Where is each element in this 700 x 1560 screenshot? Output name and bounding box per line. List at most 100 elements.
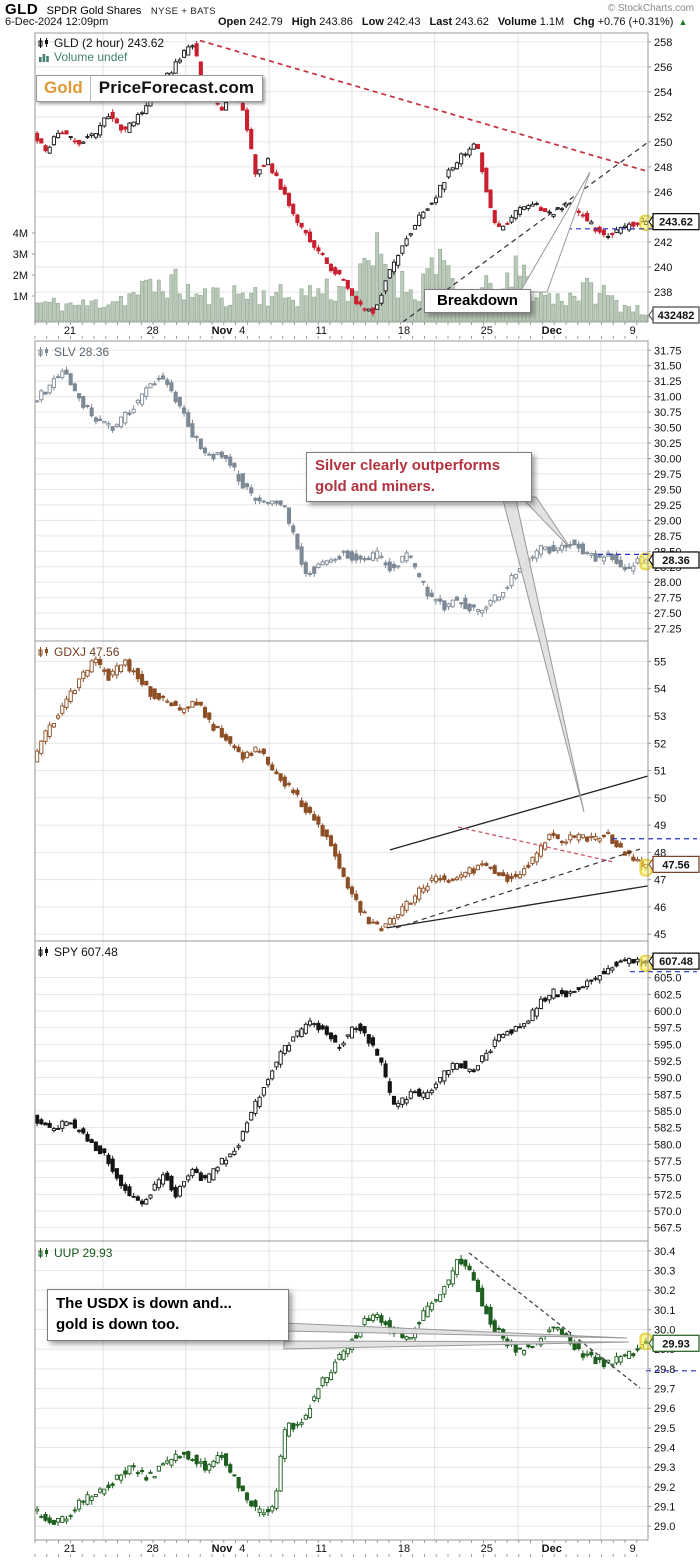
- candlestick-icon: [38, 646, 50, 658]
- svg-text:28: 28: [147, 1543, 159, 1555]
- svg-text:45: 45: [654, 929, 666, 941]
- logo-gold-text: Gold: [37, 76, 91, 101]
- header-title-row: GLD SPDR Gold Shares NYSE + BATS © Stock…: [0, 0, 700, 18]
- header-quote-row: 6-Dec-2024 12:09pm Open 242.79 High 243.86…: [0, 16, 700, 30]
- svg-text:4: 4: [239, 325, 245, 337]
- silver-outperforms-callout: Silver clearly outperforms gold and mine…: [306, 452, 532, 503]
- svg-text:21: 21: [64, 325, 76, 337]
- svg-text:29.3: 29.3: [654, 1462, 675, 1474]
- svg-text:21: 21: [64, 1543, 76, 1555]
- svg-text:567.5: 567.5: [654, 1223, 682, 1235]
- svg-text:432482: 432482: [658, 310, 695, 322]
- svg-text:240: 240: [654, 262, 672, 274]
- svg-text:30.75: 30.75: [654, 407, 682, 419]
- svg-text:29.5: 29.5: [654, 1423, 675, 1435]
- svg-text:31.25: 31.25: [654, 376, 682, 388]
- logo-priceforecast-text: PriceForecast.com: [98, 78, 255, 97]
- svg-text:572.5: 572.5: [654, 1189, 682, 1201]
- svg-text:4: 4: [239, 1543, 245, 1555]
- svg-text:9: 9: [630, 325, 636, 337]
- svg-text:11: 11: [316, 325, 327, 337]
- candlestick-icon: [38, 1247, 50, 1259]
- svg-text:30.25: 30.25: [654, 438, 682, 450]
- svg-text:30.4: 30.4: [654, 1246, 675, 1258]
- svg-text:9: 9: [630, 1543, 636, 1555]
- svg-text:254: 254: [654, 87, 672, 99]
- svg-text:31.75: 31.75: [654, 345, 682, 357]
- svg-text:590.0: 590.0: [654, 1073, 682, 1085]
- usdx-down-callout: The USDX is down and... gold is down too…: [47, 1289, 289, 1341]
- svg-text:27.50: 27.50: [654, 608, 682, 620]
- svg-text:252: 252: [654, 112, 672, 124]
- svg-text:587.5: 587.5: [654, 1089, 682, 1101]
- svg-text:27.75: 27.75: [654, 593, 682, 605]
- ticker-symbol: GLD: [5, 1, 39, 18]
- svg-text:11: 11: [316, 1543, 327, 1555]
- panel-label-gdxj: GDXJ 47.56: [38, 645, 119, 659]
- svg-text:49: 49: [654, 820, 666, 832]
- exchange-label: NYSE + BATS: [150, 6, 217, 17]
- svg-text:250: 250: [654, 137, 672, 149]
- svg-text:28.36: 28.36: [662, 555, 690, 567]
- svg-text:600.0: 600.0: [654, 1006, 682, 1018]
- quote-volume: Volume 1.1M: [497, 16, 565, 28]
- svg-text:29.2: 29.2: [654, 1482, 675, 1494]
- svg-text:30.2: 30.2: [654, 1285, 675, 1297]
- svg-text:29.75: 29.75: [654, 469, 682, 481]
- svg-text:53: 53: [654, 711, 666, 723]
- svg-text:50: 50: [654, 793, 666, 805]
- svg-text:1M: 1M: [13, 291, 28, 303]
- quote-last: Last 243.62: [429, 16, 489, 28]
- svg-text:29.1: 29.1: [654, 1502, 675, 1514]
- svg-text:29.93: 29.93: [662, 1338, 690, 1350]
- svg-text:Nov: Nov: [212, 325, 234, 337]
- panel-label-uup: UUP 29.93: [38, 1246, 112, 1260]
- svg-text:4M: 4M: [13, 228, 28, 240]
- svg-text:29.8: 29.8: [654, 1364, 675, 1376]
- svg-text:25: 25: [481, 1543, 493, 1555]
- svg-text:592.5: 592.5: [654, 1056, 682, 1068]
- stockcharts-copyright: © StockCharts.com: [607, 3, 694, 14]
- svg-text:256: 256: [654, 62, 672, 74]
- svg-text:29.25: 29.25: [654, 500, 682, 512]
- svg-text:3M: 3M: [13, 249, 28, 261]
- svg-text:47.56: 47.56: [662, 859, 690, 871]
- volume-bars-icon: [38, 51, 50, 63]
- svg-text:29.6: 29.6: [654, 1403, 675, 1415]
- svg-text:607.48: 607.48: [659, 956, 693, 968]
- security-name: SPDR Gold Shares: [46, 5, 142, 17]
- svg-text:54: 54: [654, 684, 666, 696]
- gold-priceforecast-logo: Gold PriceForecast.com: [36, 75, 264, 102]
- chart-header: GLD SPDR Gold Shares NYSE + BATS © Stock…: [0, 0, 700, 32]
- svg-text:Dec: Dec: [542, 1543, 562, 1555]
- svg-text:246: 246: [654, 187, 672, 199]
- quote-change: Chg +0.76 (+0.31%): [573, 16, 674, 28]
- svg-text:Dec: Dec: [542, 325, 562, 337]
- svg-text:243.62: 243.62: [659, 217, 693, 229]
- panel-label-spy: SPY 607.48: [38, 945, 118, 959]
- svg-text:25: 25: [481, 325, 493, 337]
- quote-open: Open 242.79: [218, 16, 283, 28]
- svg-text:602.5: 602.5: [654, 989, 682, 1001]
- change-up-arrow-icon: ▲: [678, 17, 688, 27]
- candlestick-icon: [38, 37, 50, 49]
- svg-text:29.00: 29.00: [654, 515, 682, 527]
- candlestick-icon: [38, 946, 50, 958]
- svg-text:28.75: 28.75: [654, 531, 682, 543]
- svg-text:597.5: 597.5: [654, 1023, 682, 1035]
- svg-text:31.00: 31.00: [654, 392, 682, 404]
- svg-text:28: 28: [147, 325, 159, 337]
- svg-text:46: 46: [654, 902, 666, 914]
- svg-text:585.0: 585.0: [654, 1106, 682, 1118]
- svg-text:47: 47: [654, 875, 666, 887]
- svg-text:575.0: 575.0: [654, 1173, 682, 1185]
- svg-text:595.0: 595.0: [654, 1039, 682, 1051]
- svg-text:577.5: 577.5: [654, 1156, 682, 1168]
- quote-high: High 243.86: [291, 16, 353, 28]
- svg-text:18: 18: [398, 325, 410, 337]
- svg-text:580.0: 580.0: [654, 1139, 682, 1151]
- svg-text:570.0: 570.0: [654, 1206, 682, 1218]
- svg-text:605.0: 605.0: [654, 973, 682, 985]
- svg-text:30.0: 30.0: [654, 1325, 675, 1337]
- svg-text:29.50: 29.50: [654, 484, 682, 496]
